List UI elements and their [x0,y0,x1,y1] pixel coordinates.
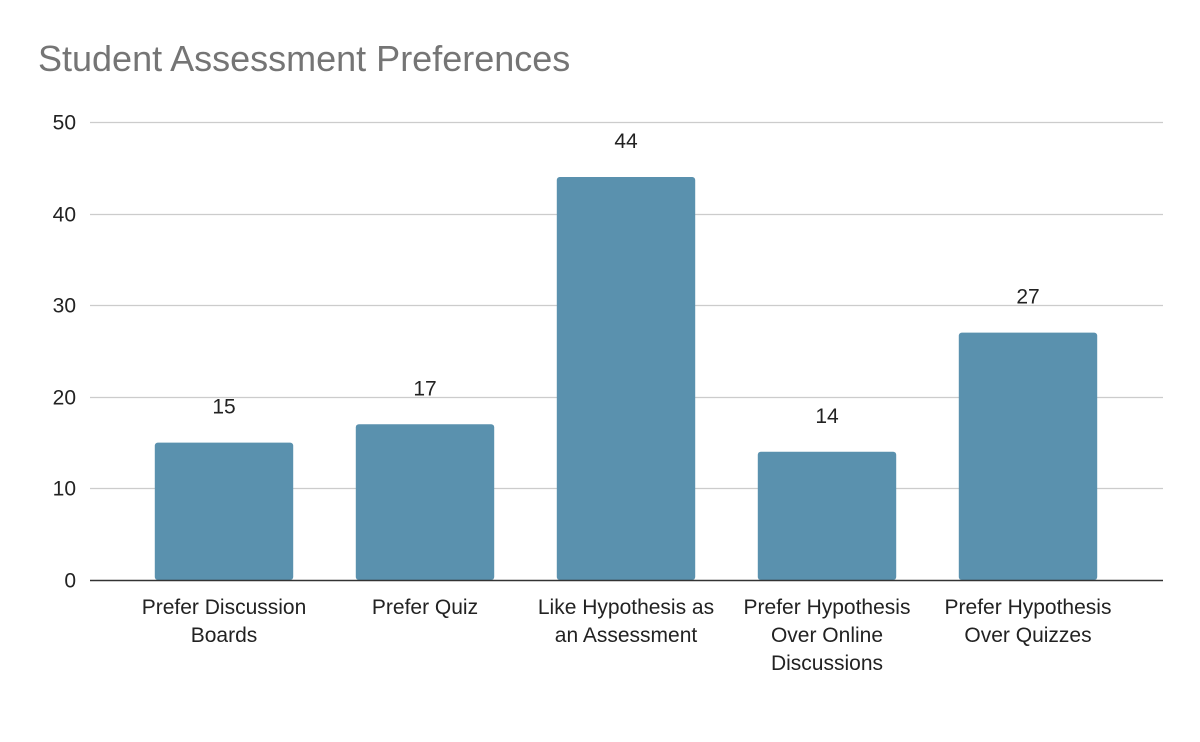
y-tick-label: 10 [53,478,76,501]
y-axis-ticks: 0 10 20 30 40 50 [53,112,76,593]
chart-title: Student Assessment Preferences [38,38,571,79]
data-labels: 15 17 44 14 27 [212,130,1039,428]
bars [154,176,1098,580]
bar [757,451,897,580]
bar [556,176,696,580]
x-tick-label: Prefer Hypothesis Over Quizzes [945,596,1112,647]
data-label: 15 [212,396,235,419]
data-label: 44 [614,130,638,153]
y-tick-label: 50 [53,112,76,135]
x-tick-label: Prefer Discussion Boards [142,596,307,647]
bar [958,332,1098,580]
y-tick-label: 40 [53,204,76,227]
y-tick-label: 0 [64,570,76,593]
x-tick-label: Like Hypothesis as an Assessment [538,596,714,647]
y-tick-label: 20 [53,387,76,410]
x-axis-ticks: Prefer Discussion Boards Prefer Quiz Like H… [142,596,1112,675]
data-label: 17 [413,377,436,400]
bar [355,424,495,580]
bar [154,442,294,580]
x-tick-label: Prefer Quiz [372,596,478,619]
data-label: 14 [815,405,839,428]
y-tick-label: 30 [53,295,76,318]
data-label: 27 [1016,286,1039,309]
x-tick-label: Prefer Hypothesis Over Online Discussions [744,596,911,675]
